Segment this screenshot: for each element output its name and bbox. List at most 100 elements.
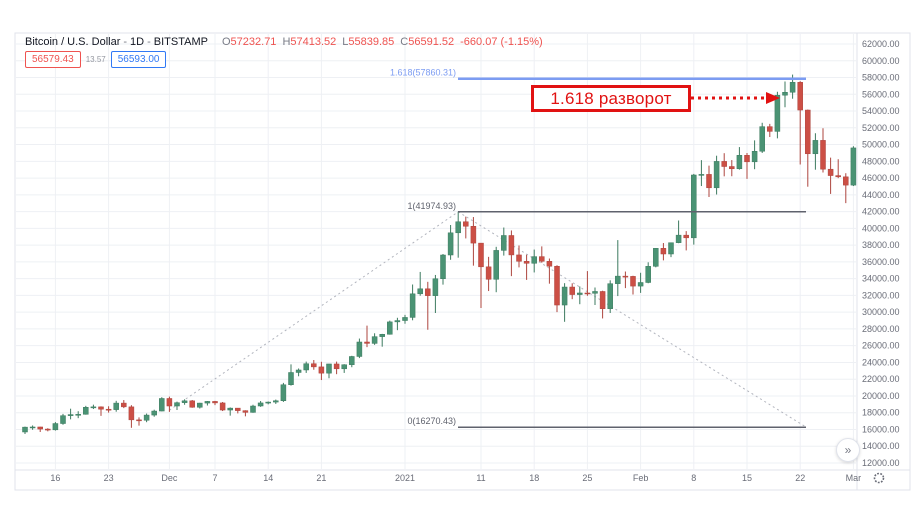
candle-body (516, 254, 522, 262)
candle-body (463, 221, 469, 227)
price-axis-label[interactable]: 40000.00 (862, 223, 900, 233)
buy-price-button[interactable]: 56593.00 (110, 51, 167, 68)
price-axis-label[interactable]: 54000.00 (862, 106, 900, 116)
candle-body (713, 161, 720, 189)
candle-body (470, 226, 477, 244)
candle-body (485, 266, 492, 280)
fib-trendline[interactable] (169, 211, 459, 411)
price-axis-label[interactable]: 32000.00 (862, 290, 900, 300)
candle-body (128, 406, 135, 421)
time-axis-label[interactable]: Dec (161, 473, 178, 483)
candle-body (584, 292, 591, 295)
price-axis-label[interactable]: 50000.00 (862, 140, 900, 150)
sell-price-button[interactable]: 56579.43 (25, 51, 81, 68)
candle-body (394, 320, 401, 323)
candle-body (212, 401, 218, 404)
time-axis-label[interactable]: 7 (212, 473, 217, 483)
time-axis-label[interactable]: Mar (846, 473, 862, 483)
price-axis-label[interactable]: 22000.00 (862, 374, 900, 384)
candle-body (812, 140, 819, 155)
price-axis-label[interactable]: 20000.00 (862, 391, 900, 401)
price-axis-label[interactable]: 48000.00 (862, 156, 900, 166)
bid-ask-row: 56579.43 13.57 56593.00 (25, 51, 167, 68)
candle-body (242, 410, 249, 413)
high-label: H (282, 36, 291, 48)
price-axis-label[interactable]: 28000.00 (862, 324, 900, 334)
fib-trendline[interactable] (457, 211, 807, 428)
annotation-callout[interactable]: 1.618 разворот (531, 85, 691, 112)
time-axis-label[interactable]: 14 (263, 473, 273, 483)
candle-body (675, 234, 682, 243)
time-axis-label[interactable]: 2021 (395, 473, 415, 483)
candle-body (546, 261, 553, 267)
time-axis-label[interactable]: Feb (633, 473, 649, 483)
price-axis-label[interactable]: 46000.00 (862, 173, 900, 183)
candle-body (820, 140, 826, 170)
candle-body (751, 151, 758, 163)
price-axis-label[interactable]: 62000.00 (862, 39, 900, 49)
time-axis-label[interactable]: 25 (582, 473, 592, 483)
candle-body (835, 175, 841, 178)
time-axis-label[interactable]: 22 (795, 473, 805, 483)
candle-body (341, 364, 347, 370)
time-axis-label[interactable]: 8 (691, 473, 696, 483)
price-axis-label[interactable]: 56000.00 (862, 89, 900, 99)
price-axis-label[interactable]: 36000.00 (862, 257, 900, 267)
candle-body (219, 402, 226, 411)
candle-body (257, 402, 264, 407)
price-axis-label[interactable]: 52000.00 (862, 123, 900, 133)
candle-body (387, 321, 393, 335)
candle-body (265, 401, 271, 404)
price-axis-label[interactable]: 38000.00 (862, 240, 900, 250)
candle-body (29, 426, 36, 429)
chart-frame (14, 32, 911, 491)
candle-body (805, 109, 811, 155)
candle-body (577, 292, 583, 295)
candle-body (508, 235, 515, 256)
candle-body (45, 428, 51, 431)
candle-body (706, 174, 712, 189)
price-axis-label[interactable]: 58000.00 (862, 73, 900, 83)
double-chevron-right-icon: » (844, 442, 852, 457)
time-axis-label[interactable]: 15 (742, 473, 752, 483)
candle-body (827, 168, 834, 176)
interval-label[interactable]: 1D (130, 36, 145, 48)
candle-body (371, 336, 378, 344)
price-axis-label[interactable]: 12000.00 (862, 458, 900, 468)
legend-separator: - (147, 36, 151, 48)
price-axis-label[interactable]: 44000.00 (862, 190, 900, 200)
price-axis-label[interactable]: 26000.00 (862, 341, 900, 351)
time-axis-label[interactable]: 23 (104, 473, 114, 483)
annotation-arrowhead-icon (766, 92, 780, 104)
price-axis-label[interactable]: 34000.00 (862, 274, 900, 284)
price-axis-label[interactable]: 42000.00 (862, 207, 900, 217)
candle-body (227, 407, 233, 411)
candle-body (774, 94, 781, 132)
price-axis-label[interactable]: 60000.00 (862, 56, 900, 66)
price-axis-label[interactable]: 18000.00 (862, 408, 900, 418)
time-axis-label[interactable]: 21 (316, 473, 326, 483)
candle-body (326, 363, 332, 374)
candle-body (425, 288, 431, 296)
exchange-label[interactable]: BITSTAMP (153, 36, 208, 48)
go-to-realtime-button[interactable]: » (836, 438, 860, 462)
candle-body (166, 398, 173, 407)
candle-body (22, 426, 28, 433)
price-axis-label[interactable]: 24000.00 (862, 357, 900, 367)
candle-body (409, 293, 416, 318)
price-axis-label[interactable]: 30000.00 (862, 307, 900, 317)
candle-body (599, 291, 606, 309)
candle-body (539, 256, 545, 262)
time-axis-label[interactable]: 18 (529, 473, 539, 483)
gear-icon[interactable] (873, 472, 885, 484)
candle-body (75, 414, 81, 416)
price-axis-label[interactable]: 16000.00 (862, 424, 900, 434)
price-axis-label[interactable]: 14000.00 (862, 441, 900, 451)
time-axis-label[interactable]: 16 (50, 473, 60, 483)
candle-body (37, 426, 43, 430)
ohlc-values: O57232.71 H57413.52 L55839.85 C56591.52 -660… (216, 36, 543, 48)
time-axis-label[interactable]: 11 (476, 473, 485, 483)
symbol-legend[interactable]: Bitcoin / U.S. Dollar -1D - BITSTAMP O57232.… (25, 36, 543, 48)
symbol-title[interactable]: Bitcoin / U.S. Dollar (25, 36, 121, 48)
